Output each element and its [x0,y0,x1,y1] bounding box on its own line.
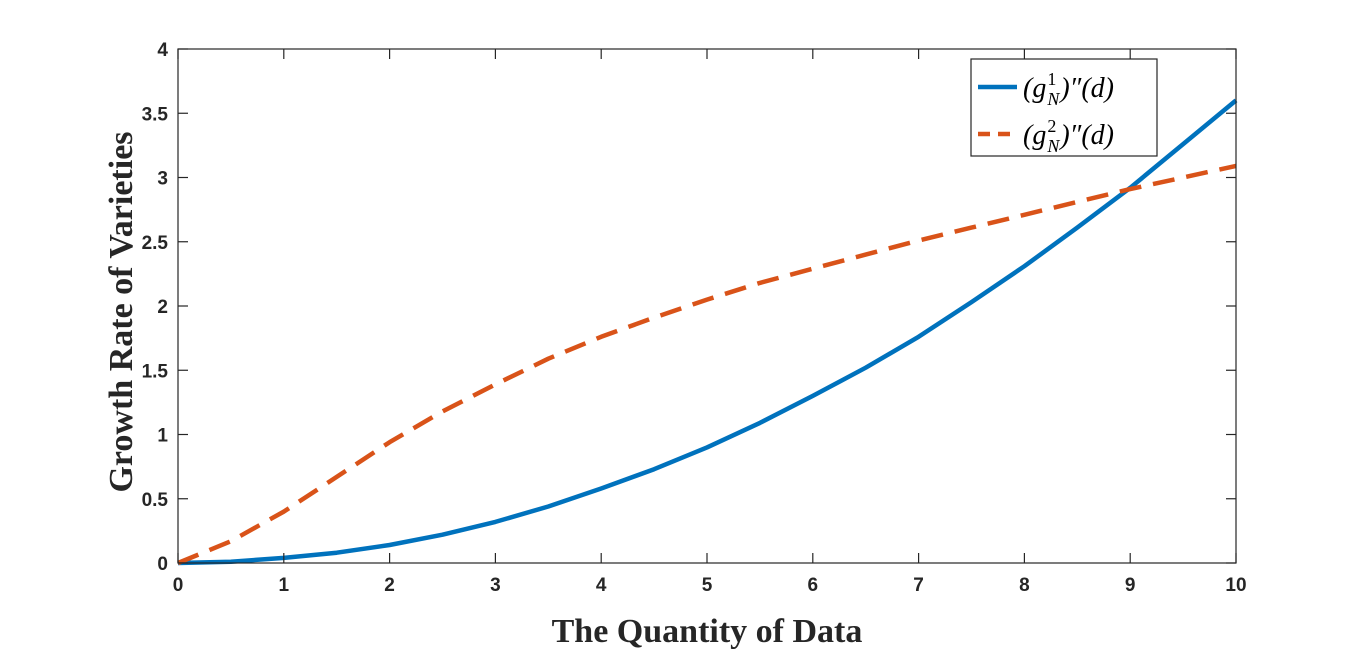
axes [177,48,1237,564]
x-axis-title: The Quantity of Data [552,613,863,650]
y-tick-label: 0 [157,554,168,575]
legend-label-sub: N [1046,136,1060,156]
legend: (g1 N)″(d)(g2 N)″(d) [970,58,1158,157]
y-tick-label: 4 [157,40,168,61]
y-tick-label: 3 [157,169,168,190]
x-tick-label: 3 [490,575,501,596]
x-tick-label: 4 [596,575,607,596]
legend-label-prefix: (g [1023,73,1046,104]
x-tick-label: 10 [1225,575,1246,596]
x-tick-label: 9 [1125,575,1136,596]
x-tick-label: 8 [1019,575,1030,596]
legend-box [970,58,1158,157]
series-line-2 [177,163,1237,566]
x-tick-label: 5 [702,575,713,596]
y-tick-label: 3.5 [142,104,169,125]
x-tick-label: 2 [384,575,395,596]
y-tick-label: 0.5 [142,490,169,511]
series-line-1 [177,98,1238,566]
x-tick-label: 0 [173,575,184,596]
x-tick-label: 7 [913,575,924,596]
y-tick-label: 2 [157,297,168,318]
series-layer [177,98,1238,566]
y-tick-label: 2.5 [142,233,169,254]
legend-label-sup: 2 [1047,116,1056,136]
legend-label-sup: 1 [1047,69,1056,89]
legend-label-prefix: (g [1023,120,1046,151]
legend-label-1: (g1 N)″(d) [1023,69,1114,109]
legend-label-suffix: )″(d) [1058,73,1114,104]
y-tick-label: 1.5 [142,361,169,382]
y-axis-title: Growth Rate of Varieties [103,131,140,492]
tick-labels: 0 1 2 3 4 5 6 7 8 9 10 0 0.5 1 1.5 2 2.5 3 3.5 4 [142,40,1247,596]
y-tick-label: 1 [157,426,168,447]
x-tick-label: 6 [808,575,819,596]
legend-label-suffix: )″(d) [1058,120,1114,151]
legend-label-2: (g2 N)″(d) [1023,116,1114,156]
x-tick-label: 1 [279,575,290,596]
legend-label-sub: N [1046,89,1060,109]
